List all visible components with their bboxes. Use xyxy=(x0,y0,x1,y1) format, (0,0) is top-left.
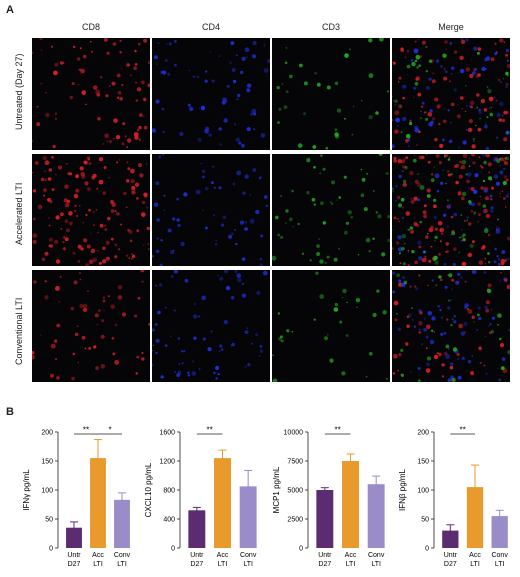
micrograph-tile xyxy=(272,38,390,150)
y-tick-label: 150 xyxy=(417,459,429,466)
mcp1-bar-chart: MCP1 pg/mL 0 2500 5000 7500 10000 Untr D27 Acc LT… xyxy=(272,426,385,569)
y-axis-label: IFNγ pg/mL xyxy=(22,469,31,511)
micrograph-tile xyxy=(32,270,150,382)
x-tick-label: D27 xyxy=(444,561,457,568)
y-tick-label: 0 xyxy=(299,546,303,553)
y-tick-label: 100 xyxy=(41,488,53,495)
micrograph-tile xyxy=(152,270,270,382)
y-tick-label: 2500 xyxy=(287,517,303,524)
x-tick-label: D27 xyxy=(68,561,81,568)
x-tick-label: D27 xyxy=(190,561,203,568)
y-tick-label: 5000 xyxy=(287,488,303,495)
x-tick-label: Untr xyxy=(444,552,458,559)
x-tick-label: Acc xyxy=(345,552,357,559)
y-tick-label: 0 xyxy=(425,546,429,553)
x-tick-label: Conv xyxy=(240,552,257,559)
x-tick-label: LTI xyxy=(346,561,356,568)
bar xyxy=(316,490,334,548)
y-tick-label: 50 xyxy=(421,517,429,524)
x-tick-label: LTI xyxy=(243,561,253,568)
significance-label: ** xyxy=(335,426,341,435)
x-tick-label: Acc xyxy=(217,552,229,559)
micrograph-tile xyxy=(392,270,510,382)
cxcl10-bar-chart: CXCL10 pg/mL 0 400 800 1200 1600 Untr D27 Acc LTI… xyxy=(144,426,257,569)
y-axis-label: IFNβ pg/mL xyxy=(398,468,407,510)
y-tick-label: 0 xyxy=(49,546,53,553)
column-label-cd4: CD4 xyxy=(201,22,220,32)
micrograph-tile xyxy=(392,154,510,266)
bar xyxy=(114,499,130,548)
bar xyxy=(66,527,82,548)
x-tick-label: LTI xyxy=(495,561,505,568)
x-tick-label: Acc xyxy=(92,552,104,559)
x-tick-label: LTI xyxy=(218,561,228,568)
panel-b-letter: B xyxy=(6,406,14,418)
x-tick-label: Untr xyxy=(190,552,204,559)
bar xyxy=(188,510,206,548)
row-label-accelerated: Accelerated LTI xyxy=(14,182,24,245)
y-tick-label: 150 xyxy=(41,459,53,466)
row-label-untreated: Untreated (Day 27) xyxy=(14,53,24,130)
micrograph-tile xyxy=(392,38,510,150)
y-tick-label: 200 xyxy=(417,430,429,437)
y-tick-label: 7500 xyxy=(287,459,303,466)
significance-label: ** xyxy=(83,426,89,435)
y-axis-label: MCP1 pg/mL xyxy=(272,466,281,513)
y-tick-label: 1200 xyxy=(159,459,175,466)
significance-label: ** xyxy=(207,426,213,435)
significance-label: ** xyxy=(460,426,466,435)
y-axis-label: CXCL10 pg/mL xyxy=(144,462,153,517)
column-label-cd8: CD8 xyxy=(81,22,100,32)
micrograph-tile xyxy=(152,154,270,266)
y-tick-label: 50 xyxy=(45,517,53,524)
ifnb-bar-chart: IFNβ pg/mL 0 50 100 150 200 Untr D27 Acc LTI Conv L… xyxy=(398,426,508,569)
ifng-bar-chart: IFNγ pg/mL 0 50 100 150 200 Untr D27 Acc LTI Conv L… xyxy=(22,426,131,569)
x-tick-label: LTI xyxy=(93,561,103,568)
micrograph-tile xyxy=(272,154,390,266)
bar xyxy=(442,530,459,548)
column-label-cd3: CD3 xyxy=(321,22,340,32)
micrograph-tile xyxy=(32,154,150,266)
y-tick-label: 10000 xyxy=(284,430,304,437)
bar xyxy=(342,461,359,548)
x-tick-label: LTI xyxy=(371,561,381,568)
y-tick-label: 800 xyxy=(163,488,175,495)
bar xyxy=(466,487,484,548)
y-tick-label: 400 xyxy=(163,517,175,524)
x-tick-label: LTI xyxy=(117,561,127,568)
y-tick-label: 100 xyxy=(417,488,429,495)
y-tick-label: 0 xyxy=(171,546,175,553)
x-tick-label: LTI xyxy=(470,561,480,568)
x-tick-label: Conv xyxy=(114,552,131,559)
significance-label: * xyxy=(108,426,111,435)
x-tick-label: Untr xyxy=(67,552,81,559)
bar xyxy=(491,516,508,548)
bar xyxy=(90,458,106,548)
y-tick-label: 200 xyxy=(41,430,53,437)
bar xyxy=(214,458,231,548)
bar xyxy=(367,484,385,548)
column-label-merge: Merge xyxy=(438,22,464,32)
y-tick-label: 1600 xyxy=(159,430,175,437)
x-tick-label: Acc xyxy=(469,552,481,559)
bar xyxy=(239,486,257,548)
x-tick-label: Untr xyxy=(318,552,332,559)
micrograph-tile xyxy=(32,38,150,150)
x-tick-label: D27 xyxy=(318,561,331,568)
micrograph-tile xyxy=(152,38,270,150)
x-tick-label: Conv xyxy=(368,552,385,559)
micrograph-tile xyxy=(272,270,390,382)
x-tick-label: Conv xyxy=(491,552,508,559)
row-label-conventional: Conventional LTI xyxy=(14,297,24,365)
panel-a-letter: A xyxy=(6,4,14,16)
